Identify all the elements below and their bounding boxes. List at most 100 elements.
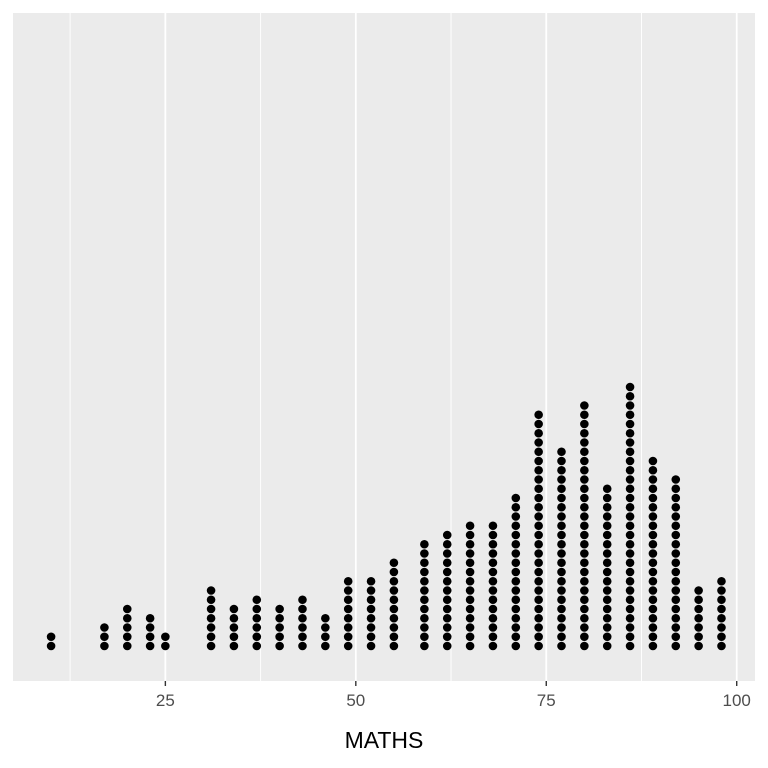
dot-15-7 (442, 576, 452, 586)
dot-22-9 (602, 558, 612, 568)
dot-16-12 (465, 530, 475, 540)
dot-13-3 (389, 613, 399, 623)
dot-2-1 (122, 632, 132, 642)
dot-15-1 (442, 632, 452, 642)
dot-20-10 (557, 549, 566, 558)
dot-14-4 (420, 604, 429, 614)
dot-12-7 (366, 576, 376, 586)
dot-20-12 (557, 530, 566, 540)
dot-13-6 (389, 586, 399, 595)
dot-18-10 (511, 549, 521, 558)
dot-23-4 (625, 604, 635, 614)
dot-24-3 (648, 613, 658, 623)
dot-24-10 (648, 549, 658, 558)
dot-11-2 (343, 623, 353, 632)
dot-6-3 (229, 613, 239, 623)
dot-20-20 (557, 456, 566, 466)
dot-19-16 (534, 493, 543, 503)
dot-25-6 (671, 586, 681, 595)
dot-27-0 (717, 641, 726, 651)
dot-24-13 (648, 521, 658, 531)
dot-22-0 (602, 641, 612, 651)
dot-2-3 (122, 613, 132, 623)
dot-20-15 (557, 502, 566, 512)
dot-16-5 (465, 595, 475, 605)
dot-18-1 (511, 632, 521, 642)
dot-25-13 (671, 521, 681, 531)
dot-3-2 (145, 623, 155, 632)
dot-23-7 (625, 576, 635, 586)
dot-24-11 (648, 539, 658, 549)
dot-6-0 (229, 641, 239, 651)
dot-14-10 (420, 549, 429, 558)
dot-19-7 (534, 576, 543, 586)
dot-23-15 (625, 502, 635, 512)
dot-19-2 (534, 623, 543, 632)
dot-14-3 (420, 613, 429, 623)
dot-19-1 (534, 632, 543, 642)
dot-5-1 (206, 632, 216, 642)
dot-14-11 (420, 539, 429, 549)
dot-19-19 (534, 465, 543, 475)
dot-23-21 (625, 447, 635, 457)
dot-11-4 (343, 604, 353, 614)
dot-25-16 (671, 493, 681, 503)
dot-7-0 (252, 641, 262, 651)
dot-21-2 (580, 623, 589, 632)
dot-19-23 (534, 428, 543, 438)
dot-25-8 (671, 567, 681, 577)
dot-12-1 (366, 632, 376, 642)
dot-11-0 (343, 641, 353, 651)
dot-27-6 (717, 586, 726, 595)
dot-9-4 (298, 604, 307, 614)
dot-20-3 (557, 613, 566, 623)
dot-23-19 (625, 465, 635, 475)
dot-27-7 (717, 576, 726, 586)
dot-19-15 (534, 502, 543, 512)
dot-4-1 (161, 632, 170, 642)
dot-8-3 (275, 613, 284, 623)
dot-19-17 (534, 484, 543, 494)
dot-16-6 (465, 586, 475, 595)
dot-27-2 (717, 623, 726, 632)
dot-22-17 (602, 484, 612, 494)
dot-18-12 (511, 530, 521, 540)
dot-22-2 (602, 623, 612, 632)
dot-22-15 (602, 502, 612, 512)
dot-16-3 (465, 613, 475, 623)
dot-23-23 (625, 428, 635, 438)
dot-17-6 (488, 586, 498, 595)
dot-9-5 (298, 595, 307, 605)
dot-24-0 (648, 641, 658, 651)
dot-19-25 (534, 410, 543, 420)
dot-18-0 (511, 641, 521, 651)
dot-13-9 (389, 558, 399, 568)
dot-24-7 (648, 576, 658, 586)
dot-21-19 (580, 465, 589, 475)
dot-20-9 (557, 558, 566, 568)
dot-15-9 (442, 558, 452, 568)
dot-6-4 (229, 604, 239, 614)
dot-5-0 (206, 641, 216, 651)
dot-11-6 (343, 586, 353, 595)
dot-8-1 (275, 632, 284, 642)
dot-20-17 (557, 484, 566, 494)
dot-19-21 (534, 447, 543, 457)
dot-23-0 (625, 641, 635, 651)
dot-24-6 (648, 586, 658, 595)
dot-16-7 (465, 576, 475, 586)
dot-12-2 (366, 623, 376, 632)
dot-24-14 (648, 512, 658, 521)
dot-17-1 (488, 632, 498, 642)
dot-15-10 (442, 549, 452, 558)
dot-22-4 (602, 604, 612, 614)
dot-20-5 (557, 595, 566, 605)
dot-23-2 (625, 623, 635, 632)
dot-10-2 (321, 623, 330, 632)
minor-gridlines (69, 13, 642, 681)
dot-15-8 (442, 567, 452, 577)
dot-27-4 (717, 604, 726, 614)
dot-19-24 (534, 419, 543, 429)
dot-3-3 (145, 613, 155, 623)
dot-24-20 (648, 456, 658, 466)
